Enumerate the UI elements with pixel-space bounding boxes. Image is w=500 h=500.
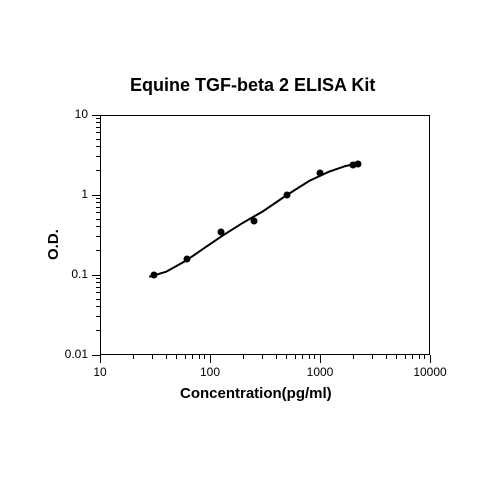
tick-label: 0.1 xyxy=(71,267,88,281)
fit-curve xyxy=(0,0,500,500)
axis-tick xyxy=(96,250,100,251)
axis-tick xyxy=(419,355,420,359)
axis-tick xyxy=(405,355,406,359)
axis-tick xyxy=(152,355,153,359)
tick-label: 0.01 xyxy=(65,347,88,361)
axis-tick xyxy=(430,355,431,363)
data-point xyxy=(354,160,361,167)
axis-tick xyxy=(295,355,296,359)
axis-tick xyxy=(396,355,397,359)
axis-tick xyxy=(96,299,100,300)
axis-tick xyxy=(386,355,387,359)
data-point xyxy=(283,192,290,199)
axis-tick xyxy=(96,146,100,147)
axis-tick xyxy=(96,118,100,119)
axis-tick xyxy=(100,355,101,363)
axis-tick xyxy=(166,355,167,359)
axis-tick xyxy=(96,127,100,128)
axis-tick xyxy=(96,219,100,220)
axis-tick xyxy=(314,355,315,359)
data-point xyxy=(317,169,324,176)
tick-label: 1 xyxy=(81,187,88,201)
tick-label: 10 xyxy=(80,365,120,379)
axis-tick xyxy=(96,287,100,288)
axis-tick xyxy=(96,282,100,283)
axis-tick xyxy=(412,355,413,359)
data-point xyxy=(217,229,224,236)
axis-tick xyxy=(210,355,211,363)
axis-tick xyxy=(353,355,354,359)
axis-tick xyxy=(199,355,200,359)
axis-tick xyxy=(96,212,100,213)
axis-tick xyxy=(185,355,186,359)
axis-tick xyxy=(176,355,177,359)
axis-tick xyxy=(92,115,100,116)
axis-tick xyxy=(204,355,205,359)
axis-tick xyxy=(96,236,100,237)
axis-tick xyxy=(96,198,100,199)
axis-tick xyxy=(92,195,100,196)
axis-tick xyxy=(276,355,277,359)
data-point xyxy=(250,218,257,225)
axis-tick xyxy=(192,355,193,359)
axis-tick xyxy=(302,355,303,359)
axis-tick xyxy=(92,275,100,276)
axis-tick xyxy=(96,170,100,171)
data-point xyxy=(184,255,191,262)
axis-tick xyxy=(96,330,100,331)
axis-tick xyxy=(320,355,321,363)
axis-tick xyxy=(96,226,100,227)
chart-container: Equine TGF-beta 2 ELISA Kit O.D. Concent… xyxy=(0,0,500,500)
tick-label: 10000 xyxy=(410,365,450,379)
axis-tick xyxy=(309,355,310,359)
axis-tick xyxy=(96,202,100,203)
axis-tick xyxy=(96,278,100,279)
axis-tick xyxy=(262,355,263,359)
axis-tick xyxy=(96,139,100,140)
axis-tick xyxy=(96,122,100,123)
axis-tick xyxy=(96,292,100,293)
axis-tick xyxy=(286,355,287,359)
axis-tick xyxy=(133,355,134,359)
axis-tick xyxy=(96,207,100,208)
axis-tick xyxy=(92,355,100,356)
axis-tick xyxy=(96,132,100,133)
tick-label: 1000 xyxy=(300,365,340,379)
tick-label: 100 xyxy=(190,365,230,379)
axis-tick xyxy=(96,156,100,157)
axis-tick xyxy=(243,355,244,359)
axis-tick xyxy=(96,316,100,317)
axis-tick xyxy=(424,355,425,359)
axis-tick xyxy=(372,355,373,359)
data-point xyxy=(151,272,158,279)
axis-tick xyxy=(96,306,100,307)
tick-label: 10 xyxy=(75,107,88,121)
